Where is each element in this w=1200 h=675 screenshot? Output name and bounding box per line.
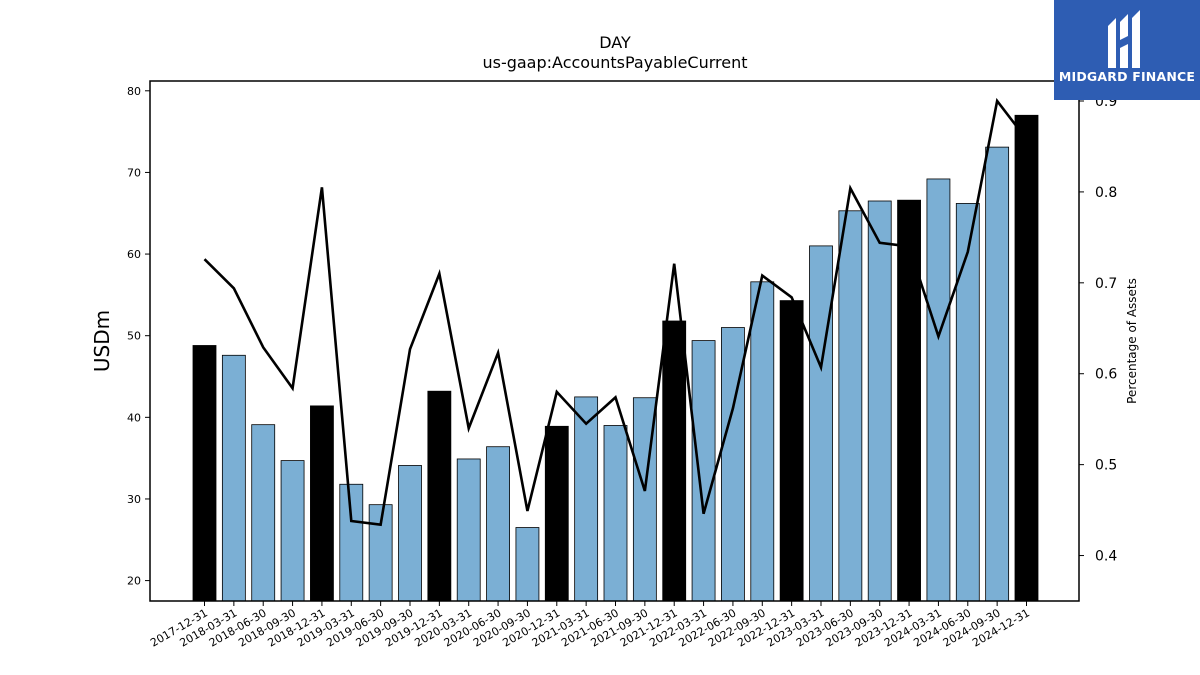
- bar-2024-06-30: [955, 203, 980, 602]
- y-axis-label: USDm: [90, 310, 114, 372]
- bar-2021-06-30: [603, 425, 628, 602]
- y-tick-label: 20: [127, 575, 141, 588]
- bar-2020-09-30: [515, 527, 540, 602]
- bar-2022-03-31: [691, 340, 716, 602]
- bar-2018-03-31: [221, 354, 246, 602]
- bar-2023-12-31: [897, 199, 921, 602]
- bar-series: [192, 114, 1039, 602]
- y-tick-label: 50: [127, 330, 141, 343]
- bar-2019-03-31: [339, 483, 364, 602]
- bar-2017-12-31: [192, 345, 217, 602]
- y2-tick-label: 0.5: [1095, 458, 1117, 474]
- y-tick-label: 30: [127, 493, 141, 506]
- bar-2020-03-31: [456, 458, 481, 602]
- y-tick-label: 60: [127, 248, 141, 261]
- bar-2022-12-31: [779, 300, 804, 602]
- plot-frame: [149, 80, 1080, 602]
- percentage-line: [203, 97, 1028, 527]
- bar-2024-12-31: [1014, 114, 1039, 602]
- bar-2020-06-30: [486, 446, 510, 602]
- bar-2023-06-30: [838, 210, 863, 602]
- bar-2022-09-30: [750, 281, 775, 602]
- bar-2021-03-31: [574, 396, 599, 602]
- bar-2023-03-31: [809, 245, 833, 602]
- bar-2018-09-30: [280, 460, 305, 602]
- bar-2018-06-30: [251, 424, 276, 602]
- chart-subtitle: us-gaap:AccountsPayableCurrent: [482, 53, 747, 72]
- bar-2023-09-30: [867, 200, 892, 602]
- brand-name: MIDGARD FINANCE: [1058, 69, 1196, 84]
- bar-2019-12-31: [427, 390, 452, 602]
- bar-2019-09-30: [398, 465, 422, 602]
- y-axis-right: 0.40.50.60.70.80.9: [1079, 94, 1117, 565]
- y-tick-label: 80: [127, 85, 141, 98]
- y2-tick-label: 0.8: [1095, 185, 1117, 201]
- bar-2021-12-31: [662, 320, 687, 602]
- chart-title: DAY: [599, 33, 631, 52]
- y2-axis-label: Percentage of Assets: [1125, 278, 1139, 404]
- y-tick-label: 40: [127, 411, 141, 424]
- brand-logo: MIDGARD FINANCE: [1054, 0, 1200, 100]
- y2-tick-label: 0.7: [1095, 276, 1117, 292]
- y2-tick-label: 0.6: [1095, 367, 1117, 383]
- bar-2020-12-31: [544, 425, 569, 602]
- midgard-logo-icon: [1108, 10, 1140, 68]
- x-axis: 2017-12-312018-03-312018-06-302018-09-30…: [148, 601, 1032, 650]
- line-series: [203, 97, 1028, 527]
- y-axis-left: 20 30 40 50 60 70 80: [127, 85, 150, 588]
- bar-2024-03-31: [926, 178, 951, 602]
- y-tick-label: 70: [127, 166, 141, 179]
- bar-2024-09-30: [985, 146, 1010, 602]
- y2-tick-label: 0.4: [1095, 549, 1117, 565]
- bar-2018-12-31: [310, 405, 334, 602]
